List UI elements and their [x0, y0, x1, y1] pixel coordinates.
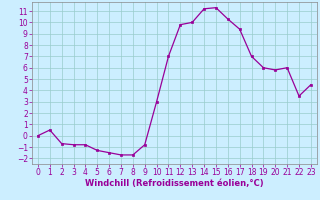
X-axis label: Windchill (Refroidissement éolien,°C): Windchill (Refroidissement éolien,°C): [85, 179, 264, 188]
